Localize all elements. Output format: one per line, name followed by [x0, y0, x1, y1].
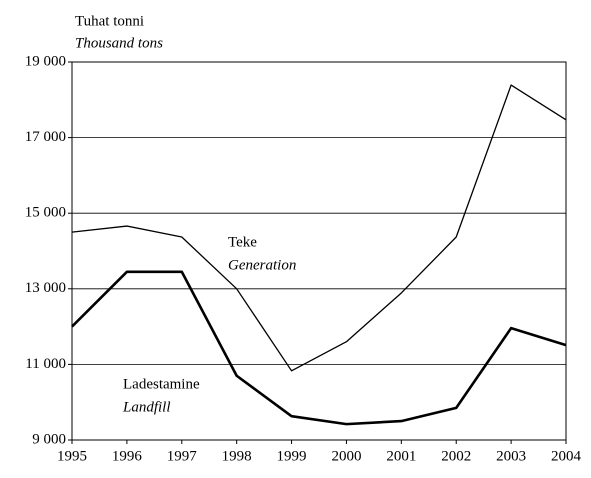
x-tick-label: 2004: [551, 448, 582, 464]
x-tick-label: 2000: [331, 448, 361, 464]
x-tick-label: 1997: [167, 448, 198, 464]
series-label-en: Landfill: [122, 399, 171, 415]
y-tick-label: 13 000: [25, 280, 66, 296]
series-line: [71, 84, 567, 372]
y-axis-label-en: Thousand tons: [75, 35, 163, 51]
x-tick-label: 2002: [441, 448, 471, 464]
y-tick-label: 19 000: [25, 53, 66, 69]
series-label: Teke: [228, 234, 257, 250]
x-tick-label: 2001: [386, 448, 416, 464]
series-label: Ladestamine: [123, 376, 200, 392]
x-tick-label: 1995: [57, 448, 87, 464]
x-tick-label: 1996: [112, 448, 143, 464]
x-tick-label: 2003: [496, 448, 526, 464]
y-axis-label: Tuhat tonni: [75, 13, 144, 29]
y-tick-label: 9 000: [32, 431, 66, 447]
plot-frame: [71, 61, 567, 441]
series-line: [71, 270, 567, 426]
y-tick-label: 11 000: [25, 356, 66, 372]
series-label-en: Generation: [228, 257, 296, 273]
y-tick-label: 15 000: [25, 205, 66, 221]
x-tick-label: 1998: [222, 448, 252, 464]
x-tick-label: 1999: [277, 448, 307, 464]
y-tick-label: 17 000: [25, 129, 66, 145]
